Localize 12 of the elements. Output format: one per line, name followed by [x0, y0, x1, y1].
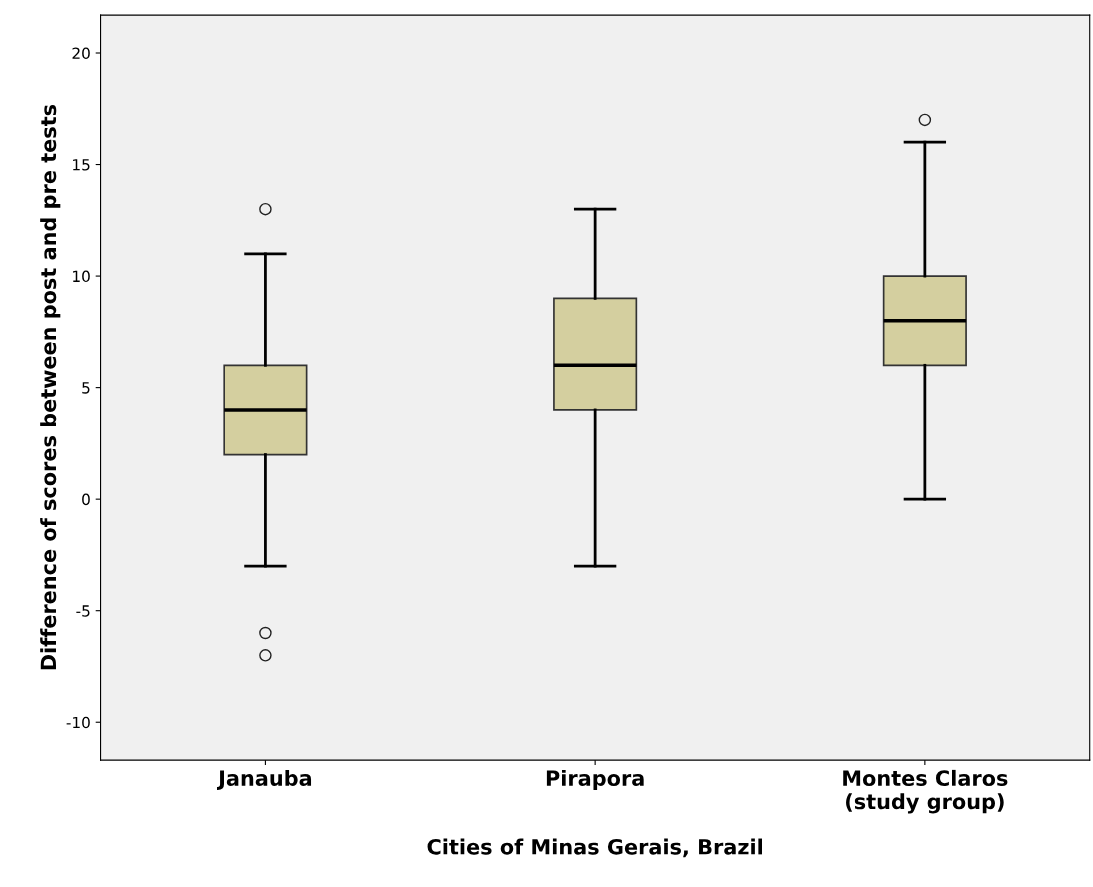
y-tick-label: -10	[66, 716, 90, 729]
x-tick-label: Janauba	[217, 769, 312, 790]
y-tick-label: 5	[82, 382, 90, 394]
y-axis-title: Difference of scores between post and pre tests	[40, 104, 61, 670]
x-axis-title: Cities of Minas Gerais, Brazil	[427, 838, 763, 858]
y-tick-label: 15	[73, 159, 90, 171]
y-tick-label: -5	[76, 605, 90, 617]
y-tick-label: 10	[73, 270, 90, 283]
x-tick-label: Pirapora	[546, 769, 644, 791]
x-tick-label: Montes Claros (study group)	[843, 769, 1008, 814]
y-tick-label: 20	[72, 47, 90, 60]
y-tick-label: 0	[82, 493, 90, 506]
